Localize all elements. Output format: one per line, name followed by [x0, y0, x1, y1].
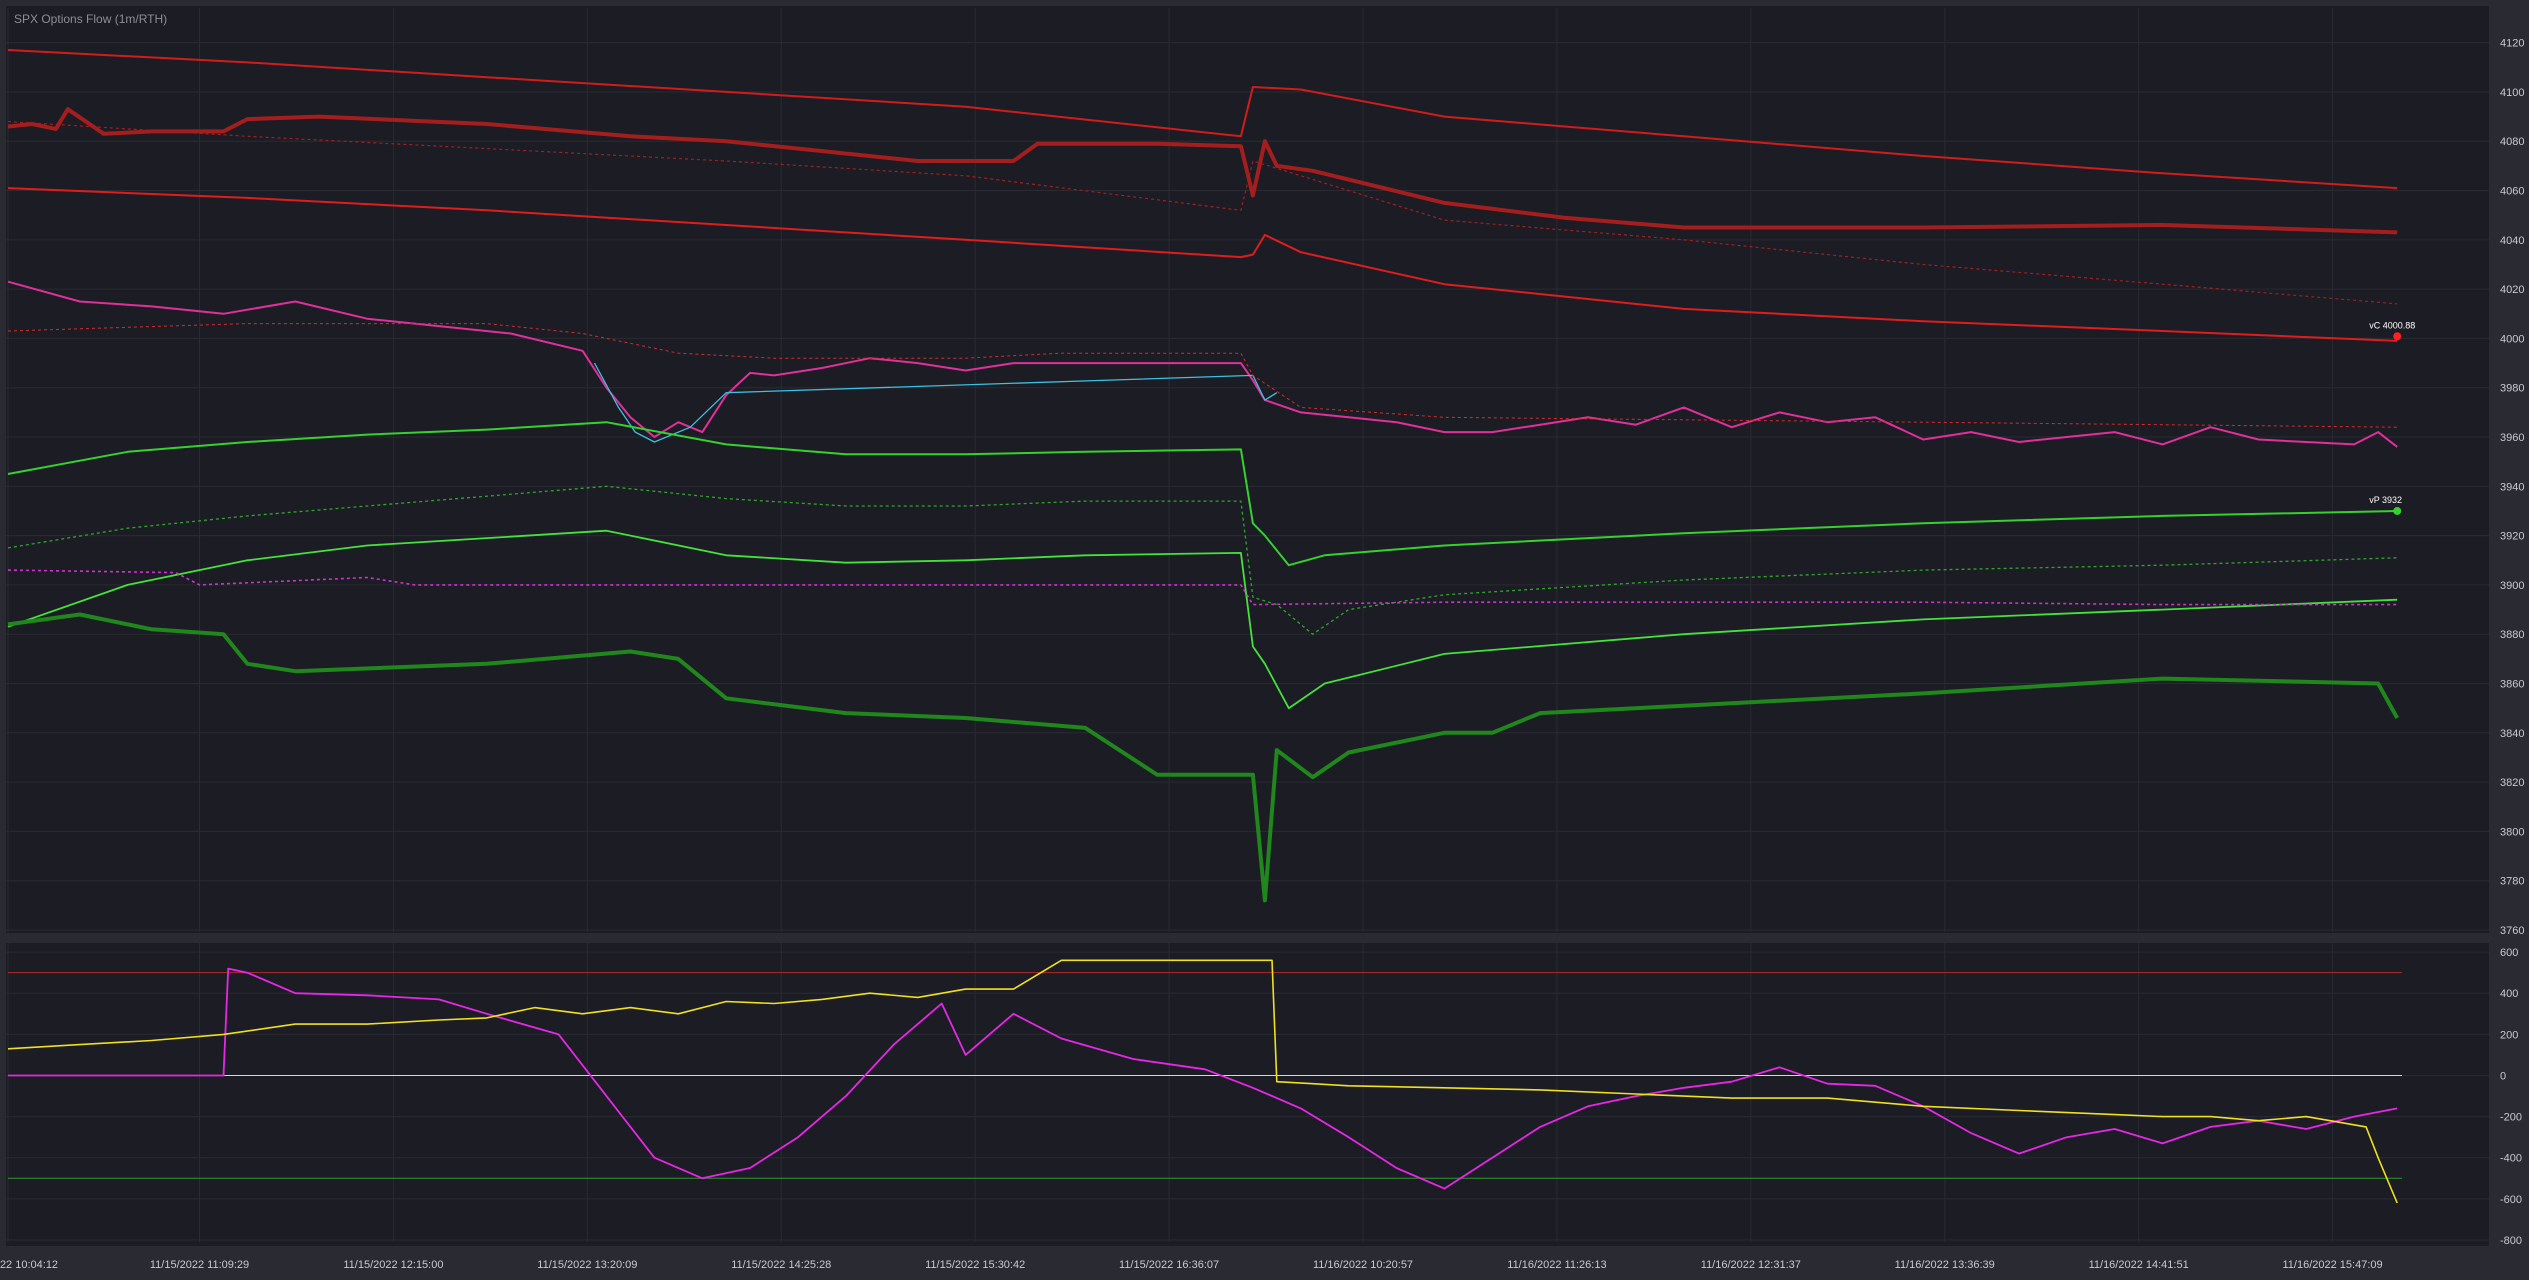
y-tick-label: -400 — [2500, 1153, 2522, 1165]
series-line — [7, 323, 2398, 428]
y-tick-label: 4040 — [2500, 235, 2524, 247]
y-tick-label: 3980 — [2500, 383, 2524, 395]
price-point-labels: vC 4000.88 vP 3932 — [2369, 320, 2415, 515]
y-tick-label: 0 — [2500, 1070, 2506, 1082]
flow-panel-background — [6, 943, 2489, 1246]
flow-reference-lines — [8, 972, 2402, 1179]
y-tick-label: 4000 — [2500, 333, 2524, 345]
y-tick-label: 4120 — [2500, 38, 2524, 50]
x-tick-label: 11/16/2022 11:26:13 — [1507, 1259, 1606, 1271]
y-tick-label: 3780 — [2500, 876, 2524, 888]
series-line — [7, 421, 2398, 567]
series-line — [593, 362, 1278, 443]
flow-grid — [6, 938, 2489, 1242]
series-end-label: vC 4000.88 — [2369, 320, 2415, 330]
time-x-axis: 11/15/2022 10:04:12 11/15/2022 11:09:29 11… — [0, 1259, 2383, 1271]
y-tick-label: 4080 — [2500, 136, 2524, 148]
y-tick-label: 3900 — [2500, 580, 2524, 592]
y-tick-label: 600 — [2500, 947, 2518, 959]
series-line — [7, 120, 2398, 305]
y-tick-label: 4100 — [2500, 87, 2524, 99]
series-line — [7, 49, 2398, 190]
y-tick-label: -200 — [2500, 1112, 2522, 1124]
x-tick-label: 11/15/2022 13:20:09 — [537, 1259, 637, 1271]
price-series — [7, 49, 2399, 903]
x-tick-label: 11/15/2022 15:30:42 — [925, 1259, 1025, 1271]
series-end-marker — [2393, 506, 2402, 515]
y-tick-label: 3860 — [2500, 679, 2524, 691]
y-tick-label: 3820 — [2500, 777, 2524, 789]
series-line — [7, 569, 2398, 606]
x-tick-label: 11/16/2022 13:36:39 — [1895, 1259, 1995, 1271]
series-line — [7, 612, 2399, 903]
chart-title: SPX Options Flow (1m/RTH) — [14, 12, 167, 26]
x-tick-label: 11/16/2022 12:31:37 — [1701, 1259, 1801, 1271]
series-line — [7, 107, 2398, 235]
y-tick-label: 3960 — [2500, 432, 2524, 444]
y-tick-label: 3800 — [2500, 826, 2524, 838]
x-tick-label: 11/15/2022 16:36:07 — [1119, 1259, 1219, 1271]
y-tick-label: 4020 — [2500, 284, 2524, 296]
flow-series — [7, 959, 2398, 1204]
x-tick-label: 11/15/2022 11:09:29 — [150, 1259, 249, 1271]
y-tick-label: 3940 — [2500, 481, 2524, 493]
price-panel-background — [6, 6, 2489, 933]
y-tick-label: -800 — [2500, 1235, 2522, 1247]
series-end-marker — [2393, 332, 2402, 341]
x-tick-label: 11/16/2022 10:20:57 — [1313, 1259, 1413, 1271]
x-tick-label: 11/16/2022 14:41:51 — [2089, 1259, 2189, 1271]
series-line — [8, 967, 2398, 1190]
series-line — [7, 187, 2398, 342]
y-tick-label: 3920 — [2500, 531, 2524, 543]
x-tick-label: 11/15/2022 10:04:12 — [0, 1259, 58, 1271]
price-y-axis: 4120 4100 4080 4060 4040 4020 4000 3980 3960 3940… — [2500, 38, 2524, 937]
series-line — [7, 485, 2398, 635]
series-line — [7, 529, 2398, 710]
series-line — [7, 959, 2398, 1204]
x-tick-label: 11/15/2022 12:15:00 — [343, 1259, 443, 1271]
y-tick-label: 200 — [2500, 1029, 2518, 1041]
y-tick-label: -600 — [2500, 1194, 2522, 1206]
y-tick-label: 3880 — [2500, 629, 2524, 641]
y-tick-label: 3760 — [2500, 925, 2524, 937]
y-tick-label: 400 — [2500, 988, 2518, 1000]
y-tick-label: 4060 — [2500, 186, 2524, 198]
y-tick-label: 3840 — [2500, 728, 2524, 740]
flow-y-axis: 600 400 200 0 -200 -400 -600 -800 — [2500, 947, 2522, 1247]
series-end-label: vP 3932 — [2369, 495, 2402, 505]
x-tick-label: 11/16/2022 15:47:09 — [2283, 1259, 2383, 1271]
x-tick-label: 11/15/2022 14:25:28 — [731, 1259, 831, 1271]
